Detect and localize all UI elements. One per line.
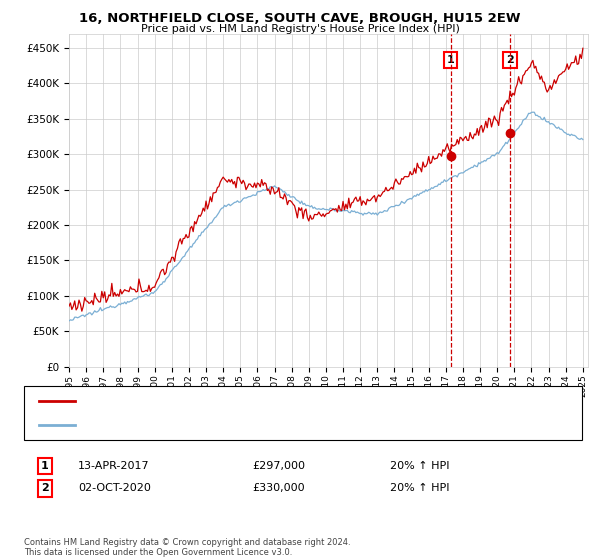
Text: Price paid vs. HM Land Registry's House Price Index (HPI): Price paid vs. HM Land Registry's House … xyxy=(140,24,460,34)
Text: 16, NORTHFIELD CLOSE, SOUTH CAVE, BROUGH, HU15 2EW: 16, NORTHFIELD CLOSE, SOUTH CAVE, BROUGH… xyxy=(79,12,521,25)
Text: £330,000: £330,000 xyxy=(252,483,305,493)
Text: HPI: Average price, detached house, East Riding of Yorkshire: HPI: Average price, detached house, East… xyxy=(81,419,377,430)
Text: 02-OCT-2020: 02-OCT-2020 xyxy=(78,483,151,493)
Text: 1: 1 xyxy=(447,55,455,66)
Text: £297,000: £297,000 xyxy=(252,461,305,471)
Text: 1: 1 xyxy=(41,461,49,471)
Text: Contains HM Land Registry data © Crown copyright and database right 2024.
This d: Contains HM Land Registry data © Crown c… xyxy=(24,538,350,557)
Text: 13-APR-2017: 13-APR-2017 xyxy=(78,461,149,471)
Text: 2: 2 xyxy=(41,483,49,493)
Text: 16, NORTHFIELD CLOSE, SOUTH CAVE, BROUGH, HU15 2EW (detached house): 16, NORTHFIELD CLOSE, SOUTH CAVE, BROUGH… xyxy=(81,396,463,407)
Text: 20% ↑ HPI: 20% ↑ HPI xyxy=(390,483,449,493)
Text: 2: 2 xyxy=(506,55,514,66)
Text: 20% ↑ HPI: 20% ↑ HPI xyxy=(390,461,449,471)
